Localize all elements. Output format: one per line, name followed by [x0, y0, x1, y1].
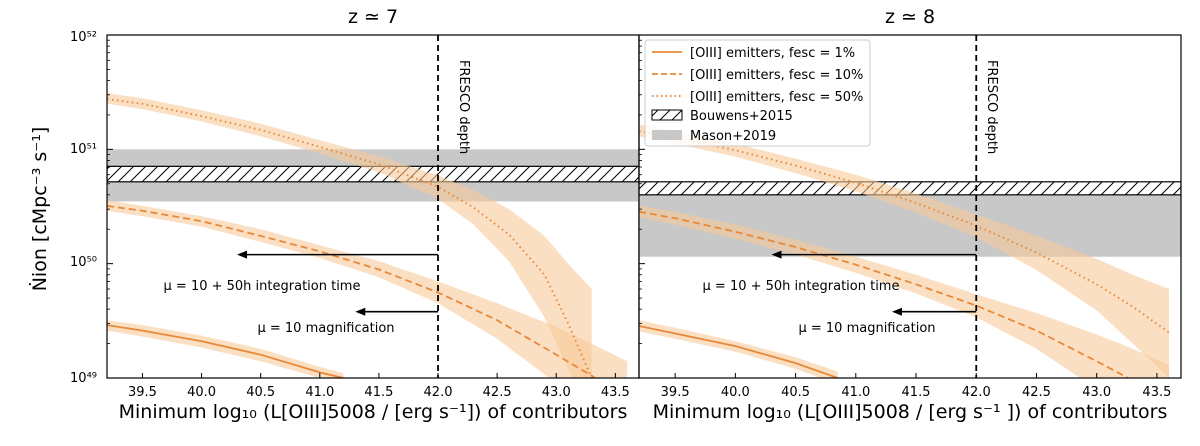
y-tick-label: 10⁵⁰ — [70, 255, 97, 270]
x-tick-label: 40.0 — [187, 385, 216, 400]
legend-label: [OIII] emitters, fesc = 1% — [690, 46, 855, 61]
x-tick-label: 41.5 — [902, 385, 931, 400]
legend-swatch-gray — [652, 130, 682, 140]
legend-label: Bouwens+2015 — [690, 109, 793, 124]
x-tick-label: 41.0 — [305, 385, 334, 400]
panel-title: z ≃ 8 — [885, 6, 935, 28]
legend-label: [OIII] emitters, fesc = 50% — [690, 90, 863, 105]
x-tick-label: 42.5 — [1022, 385, 1051, 400]
series-band-dotted — [107, 93, 592, 378]
x-tick-label: 43.5 — [601, 385, 630, 400]
series-band-dashed — [639, 205, 1169, 378]
arrow-head — [237, 250, 248, 259]
arrow-head — [891, 307, 902, 316]
panel-z7: z ≃ 7 39.5 40.0 40.5 41.0 41.5 42.0 42.5 43.0 43… — [106, 6, 640, 423]
x-ticks: 39.5 40.0 40.5 41.0 41.5 42.0 42.5 43.0 43.5 — [639, 34, 1171, 400]
series-line-solid — [107, 324, 344, 378]
x-tick-label: 40.5 — [781, 385, 810, 400]
x-tick-label: 42.5 — [483, 385, 512, 400]
x-tick-label: 39.5 — [661, 385, 690, 400]
legend-entry: Mason+2019 — [652, 129, 776, 144]
series-line-dashed — [107, 205, 597, 378]
x-tick-label: 40.5 — [246, 385, 275, 400]
series-band-solid — [639, 320, 838, 378]
x-axis-label: Minimum log₁₀ (L[OIII]5008 / [erg s⁻¹]) … — [119, 401, 628, 423]
legend-entry: [OIII] emitters, fesc = 10% — [652, 68, 863, 83]
x-tick-label: 40.0 — [721, 385, 750, 400]
arrow-label-integration: μ = 10 + 50h integration time — [164, 279, 361, 294]
arrow-label-magnification: μ = 10 magnification — [257, 321, 394, 336]
y-tick-label: 10⁴⁹ — [70, 371, 97, 386]
x-tick-label: 42.0 — [424, 385, 453, 400]
series-line-dotted — [107, 98, 593, 378]
x-tick-label: 43.5 — [1142, 385, 1171, 400]
legend-entry: [OIII] emitters, fesc = 1% — [652, 46, 855, 61]
legend-swatch-hatch — [651, 109, 683, 121]
legend-box — [644, 39, 871, 147]
legend-entry: Bouwens+2015 — [651, 109, 793, 124]
arrow-head — [355, 307, 366, 316]
panel-z8: z ≃ 8 39.5 40.0 40.5 41.0 41.5 42.0 42.5 43.0 43… — [638, 6, 1182, 423]
panel-title: z ≃ 7 — [348, 6, 398, 28]
legend-label: [OIII] emitters, fesc = 10% — [690, 68, 863, 83]
legend-label: Mason+2019 — [690, 129, 776, 144]
x-ticks: 39.5 40.0 40.5 41.0 41.5 42.0 42.5 43.0 43.5 — [107, 34, 630, 400]
arrow-head — [771, 250, 782, 259]
arrow-label-magnification: μ = 10 magnification — [798, 321, 935, 336]
plot-frame — [638, 34, 1182, 379]
x-tick-label: 39.5 — [128, 385, 157, 400]
vline-label: FRESCO depth — [984, 60, 999, 154]
y-tick-label: 10⁵² — [70, 30, 97, 45]
series-line-dashed — [639, 210, 1131, 378]
x-tick-label: 43.0 — [542, 385, 571, 400]
series-band-dotted — [639, 124, 1169, 378]
series-line-solid — [639, 325, 839, 378]
arrow-label-integration: μ = 10 + 50h integration time — [703, 279, 900, 294]
legend-entry: [OIII] emitters, fesc = 50% — [652, 90, 863, 105]
x-tick-label: 41.5 — [364, 385, 393, 400]
y-tick-labels: 10⁵² 10⁵¹ 10⁵⁰ 10⁴⁹ — [70, 30, 97, 386]
y-axis-label: Ṅion [cMpc⁻³ s⁻¹] — [28, 127, 51, 292]
series-band-dashed — [107, 200, 628, 378]
x-tick-label: 41.0 — [841, 385, 870, 400]
legend: [OIII] emitters, fesc = 1% [OIII] emitte… — [644, 39, 871, 147]
vline-label: FRESCO depth — [456, 60, 471, 154]
x-tick-label: 42.0 — [962, 385, 991, 400]
y-tick-label: 10⁵¹ — [70, 142, 97, 157]
x-axis-label: Minimum log₁₀ (L[OIII]5008 / [erg s⁻¹ ])… — [653, 401, 1168, 423]
x-tick-label: 43.0 — [1082, 385, 1111, 400]
